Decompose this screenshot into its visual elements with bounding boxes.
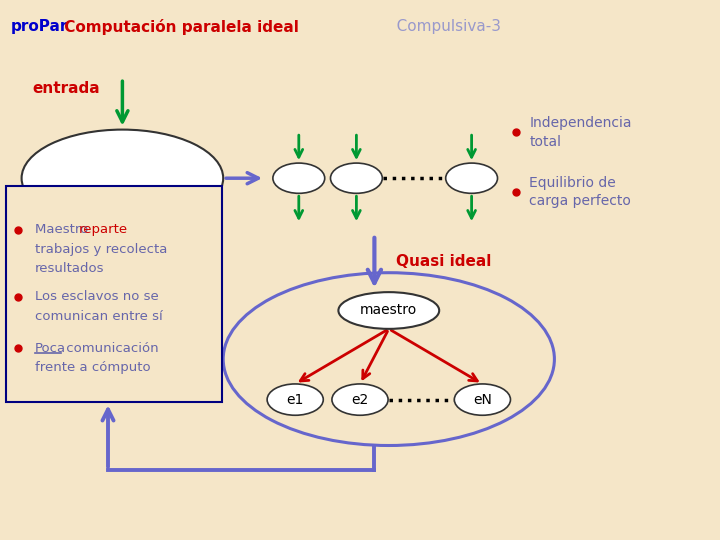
Ellipse shape [267,384,323,415]
Text: Independencia
total: Independencia total [529,116,631,148]
Ellipse shape [330,163,382,193]
Ellipse shape [338,292,439,329]
Text: Poca: Poca [35,342,66,355]
Text: frente a cómputo: frente a cómputo [35,361,150,374]
Text: reparte: reparte [79,223,128,236]
Text: Compulsiva-3: Compulsiva-3 [382,19,500,34]
Text: Quasi ideal: Quasi ideal [396,254,491,269]
Ellipse shape [22,130,223,227]
Text: Los esclavos no se: Los esclavos no se [35,291,158,303]
Text: e2: e2 [351,393,369,407]
Text: maestro: maestro [360,303,418,318]
Ellipse shape [446,163,498,193]
Ellipse shape [454,384,510,415]
Ellipse shape [273,163,325,193]
Text: resultados: resultados [35,262,104,275]
Text: eN: eN [473,393,492,407]
FancyBboxPatch shape [6,186,222,402]
Text: Computación paralela ideal: Computación paralela ideal [59,19,299,35]
Ellipse shape [332,384,388,415]
Text: Maestro: Maestro [35,223,92,236]
Text: entrada: entrada [32,81,100,96]
Text: proPar: proPar [11,19,68,34]
Text: salida: salida [32,221,83,237]
Text: Equilibrio de
carga perfecto: Equilibrio de carga perfecto [529,176,631,208]
Text: comunican entre sí: comunican entre sí [35,310,162,323]
Text: comunicación: comunicación [62,342,158,355]
Text: e1: e1 [287,393,304,407]
Text: trabajos y recolecta: trabajos y recolecta [35,243,167,256]
